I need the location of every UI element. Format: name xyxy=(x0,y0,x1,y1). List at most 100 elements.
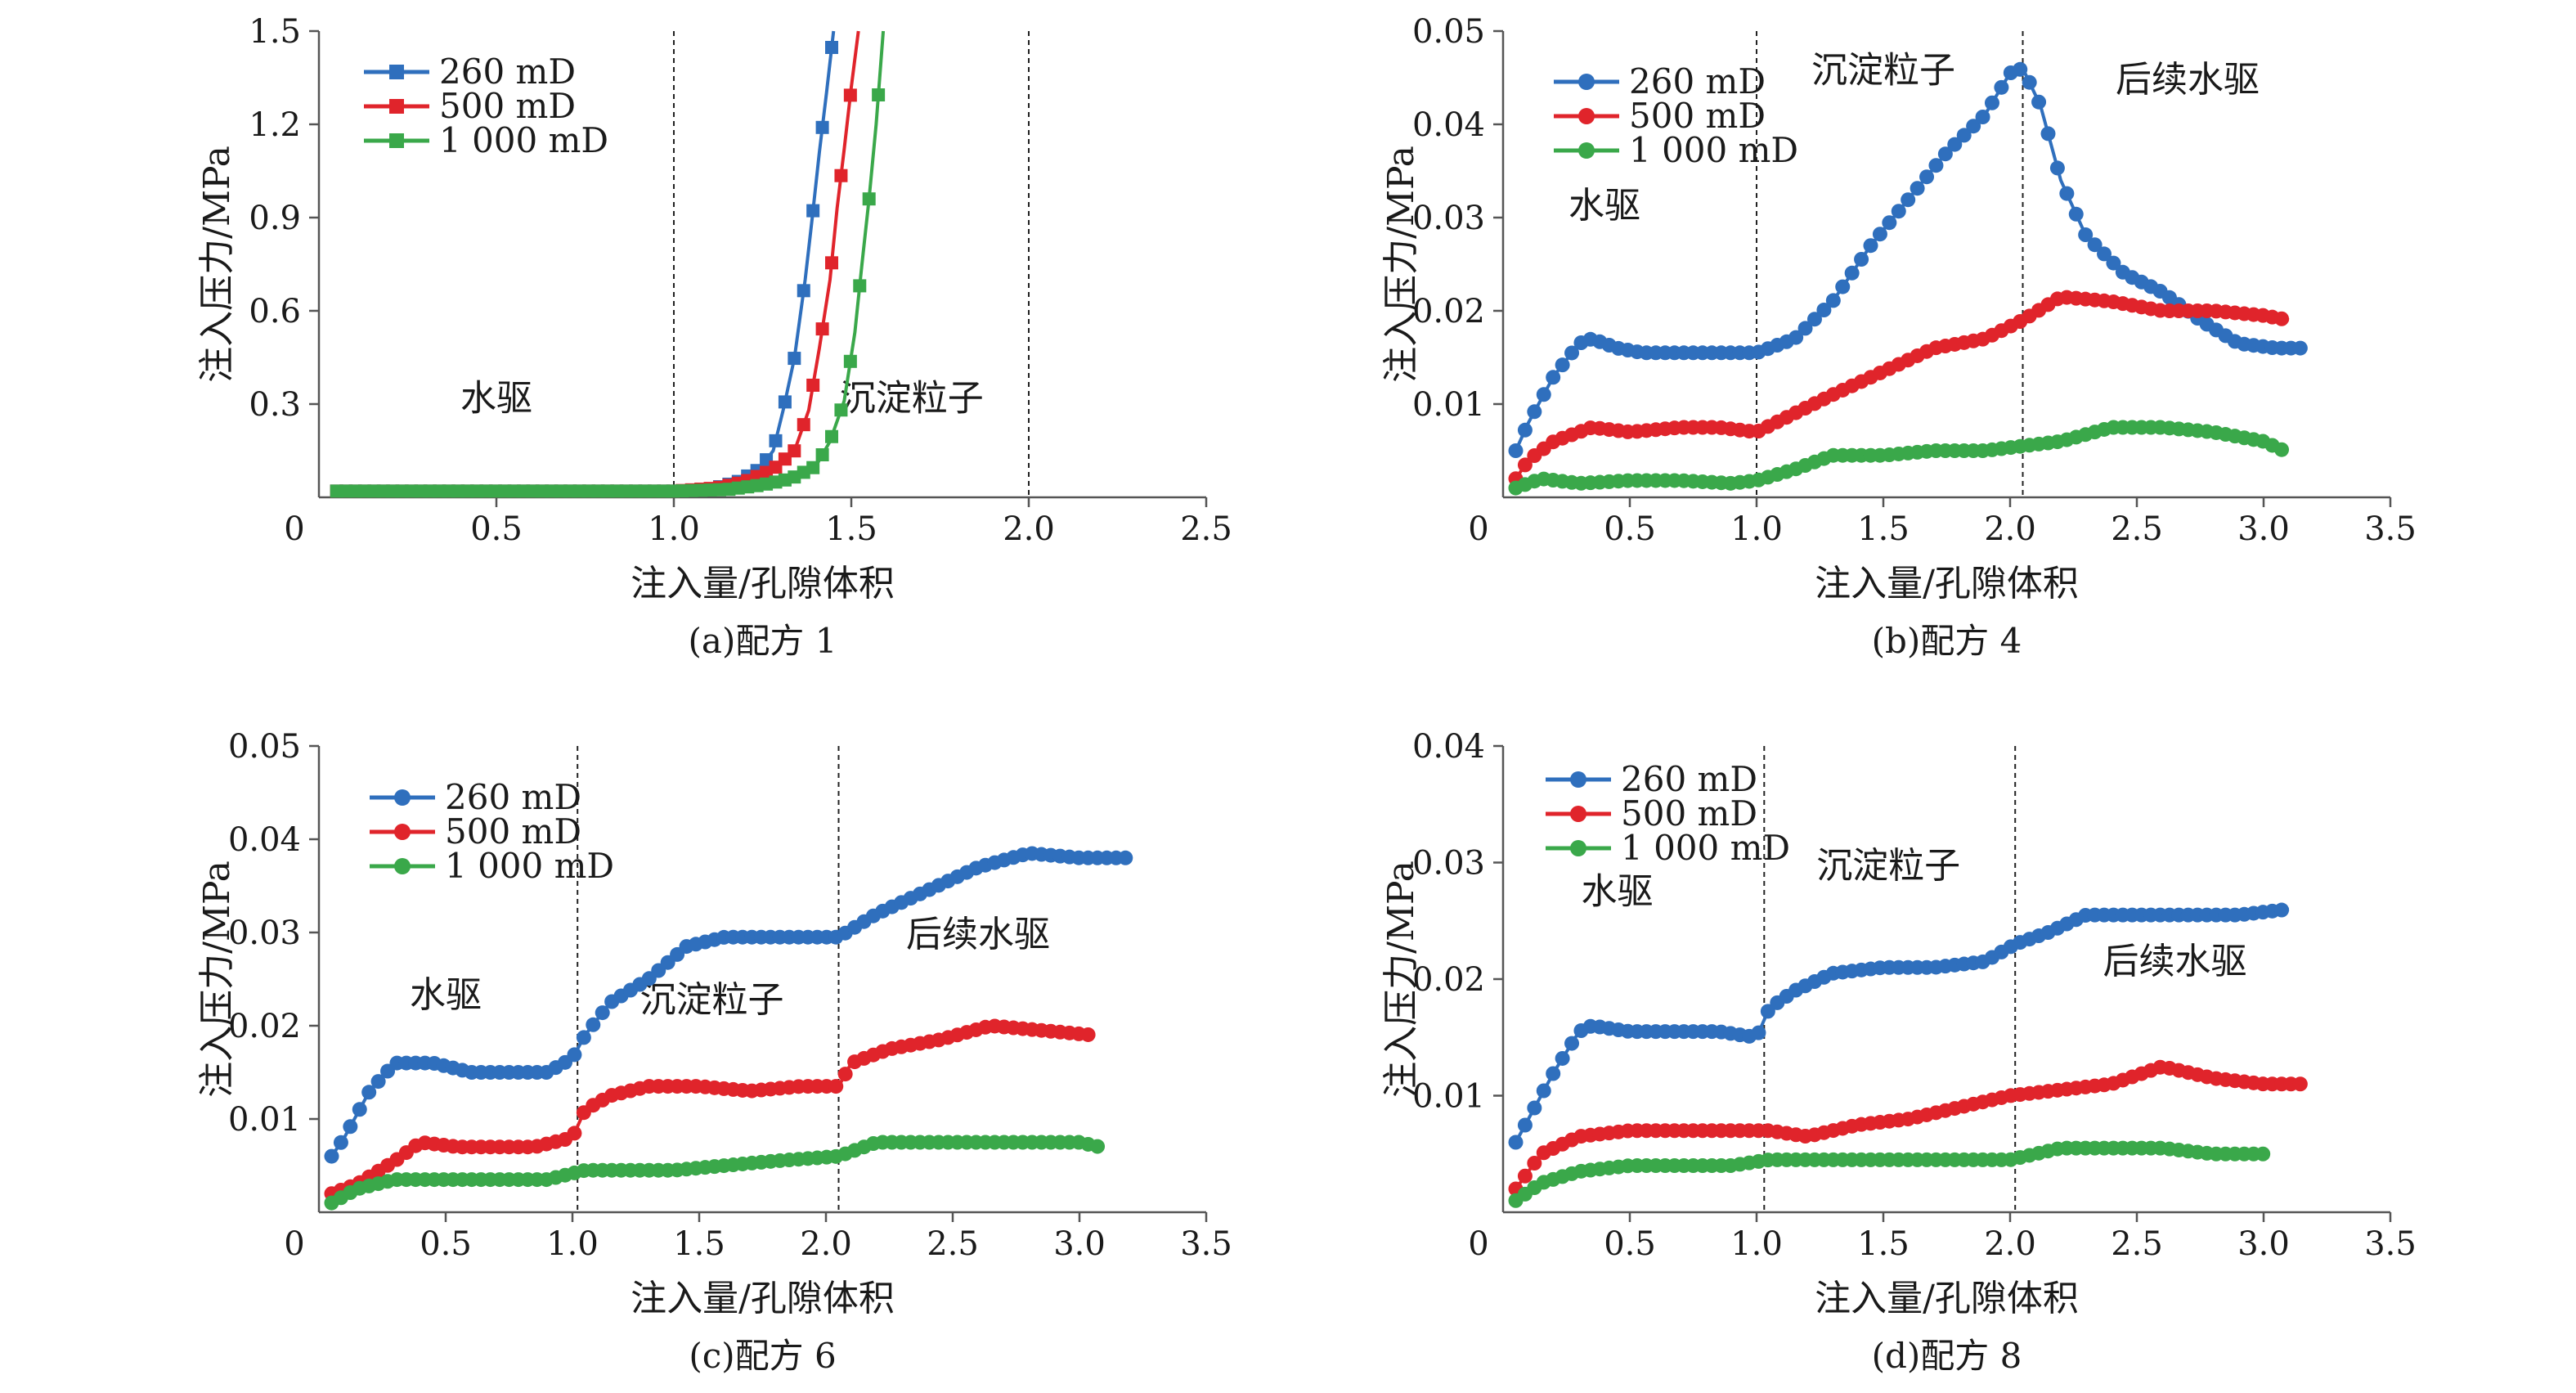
data-point xyxy=(1816,303,1832,317)
x-tick-label: 0 xyxy=(284,1225,304,1263)
data-point xyxy=(2106,255,2121,271)
data-point xyxy=(788,444,801,458)
data-point xyxy=(1806,312,1822,327)
series-260mD xyxy=(324,846,1133,1164)
data-point xyxy=(1937,146,1953,162)
x-tick-label: 1.0 xyxy=(546,1225,599,1263)
data-point xyxy=(1527,404,1542,420)
data-point xyxy=(1508,1135,1524,1150)
data-point xyxy=(1919,169,1935,185)
panel-caption: (a)配方 1 xyxy=(689,621,837,661)
phase-annotation: 后续水驱 xyxy=(2103,941,2247,982)
data-point xyxy=(1517,422,1533,438)
legend-label: 500 mD xyxy=(445,811,581,852)
data-point xyxy=(1863,238,1878,254)
data-point xyxy=(825,256,839,270)
data-point xyxy=(2292,340,2308,356)
x-tick-label: 3.0 xyxy=(2237,510,2290,548)
x-axis-title: 注入量/孔隙体积 xyxy=(631,1278,895,1319)
series-1000mD xyxy=(1508,420,2290,496)
x-tick-label: 2.5 xyxy=(2111,510,2163,548)
y-tick-label: 0.02 xyxy=(1412,293,1485,330)
legend-marker xyxy=(1570,840,1586,856)
x-tick-label: 1.0 xyxy=(648,510,700,548)
data-point xyxy=(2068,206,2084,222)
x-tick-label: 2.0 xyxy=(1003,510,1055,548)
data-point xyxy=(862,192,876,206)
x-axis-title: 注入量/孔隙体积 xyxy=(1815,563,2079,604)
y-tick-label: 0.01 xyxy=(228,1101,301,1139)
legend-marker xyxy=(389,133,404,148)
data-point xyxy=(1536,387,1551,402)
x-tick-label: 1.5 xyxy=(1857,1225,1910,1263)
data-point xyxy=(806,378,820,392)
data-point xyxy=(1546,370,1561,385)
y-tick-label: 1.5 xyxy=(249,13,301,51)
phase-annotation: 水驱 xyxy=(1568,185,1640,227)
series-1000mD xyxy=(1508,1140,2271,1208)
x-tick-label: 0 xyxy=(1468,510,1488,548)
x-tick-label: 2.5 xyxy=(1180,510,1232,548)
y-tick-label: 0.3 xyxy=(249,386,301,424)
data-point xyxy=(361,1085,377,1100)
data-point xyxy=(797,418,810,432)
series-1000mD xyxy=(324,1135,1106,1211)
y-tick-label: 0.03 xyxy=(1412,845,1485,883)
data-point xyxy=(2049,160,2065,176)
y-tick-label: 0.04 xyxy=(1412,728,1485,766)
y-tick-label: 0.04 xyxy=(1412,106,1485,144)
phase-annotation: 水驱 xyxy=(410,974,482,1016)
x-tick-label: 3.5 xyxy=(2364,510,2417,548)
legend-label: 260 mD xyxy=(1629,61,1766,101)
data-point xyxy=(843,88,857,102)
data-point xyxy=(370,1074,386,1090)
y-axis-title: 注入压力/MPa xyxy=(1380,146,1422,383)
data-point xyxy=(2022,74,2037,90)
x-tick-label: 0.5 xyxy=(470,510,523,548)
data-point xyxy=(2255,1146,2271,1162)
phase-annotation: 水驱 xyxy=(460,378,532,420)
data-point xyxy=(1564,345,1580,361)
series-260mD xyxy=(1508,61,2308,458)
phase-annotation: 沉淀粒子 xyxy=(640,979,784,1021)
data-point xyxy=(1825,293,1841,308)
data-point xyxy=(1901,192,1916,208)
data-point xyxy=(2274,902,2290,918)
x-tick-label: 1.0 xyxy=(1730,1225,1783,1263)
data-point xyxy=(1994,79,2009,95)
legend-label: 260 mD xyxy=(445,777,581,817)
legend-label: 1 000 mD xyxy=(439,120,608,160)
x-tick-label: 1.5 xyxy=(1857,510,1910,548)
data-point xyxy=(1797,321,1813,336)
chart-panel-1: 0 0.5 1.0 1.5 2.0 2.5 0.3 0.6 0.9 1.2 1.5 注入量/孔隙体积 注… xyxy=(196,13,1232,661)
data-point xyxy=(1536,1083,1551,1099)
data-point xyxy=(2097,246,2112,262)
data-point xyxy=(2292,1076,2308,1092)
series-line xyxy=(336,30,836,493)
data-point xyxy=(1517,457,1533,473)
data-point xyxy=(1928,158,1944,173)
phase-annotation: 沉淀粒子 xyxy=(1811,50,1955,92)
data-point xyxy=(1508,443,1524,458)
data-point xyxy=(1118,850,1133,865)
y-axis-title: 注入压力/MPa xyxy=(1380,861,1422,1098)
data-point xyxy=(1555,1050,1570,1066)
data-point xyxy=(2087,237,2103,253)
data-point xyxy=(1527,1100,1542,1116)
x-tick-label: 3.5 xyxy=(2364,1225,2417,1263)
x-tick-label: 2.0 xyxy=(800,1225,852,1263)
legend-label: 500 mD xyxy=(439,86,576,126)
panel-caption: (d)配方 8 xyxy=(1872,1336,2022,1376)
y-tick-label: 0.03 xyxy=(228,914,301,952)
data-point xyxy=(2078,227,2094,242)
data-point xyxy=(1527,1156,1542,1171)
legend-marker xyxy=(389,99,404,114)
data-point xyxy=(595,1005,610,1021)
phase-annotation: 后续水驱 xyxy=(2116,59,2260,101)
y-tick-label: 0.04 xyxy=(228,821,301,859)
legend-label: 1 000 mD xyxy=(1621,828,1790,868)
data-point xyxy=(2013,61,2028,77)
